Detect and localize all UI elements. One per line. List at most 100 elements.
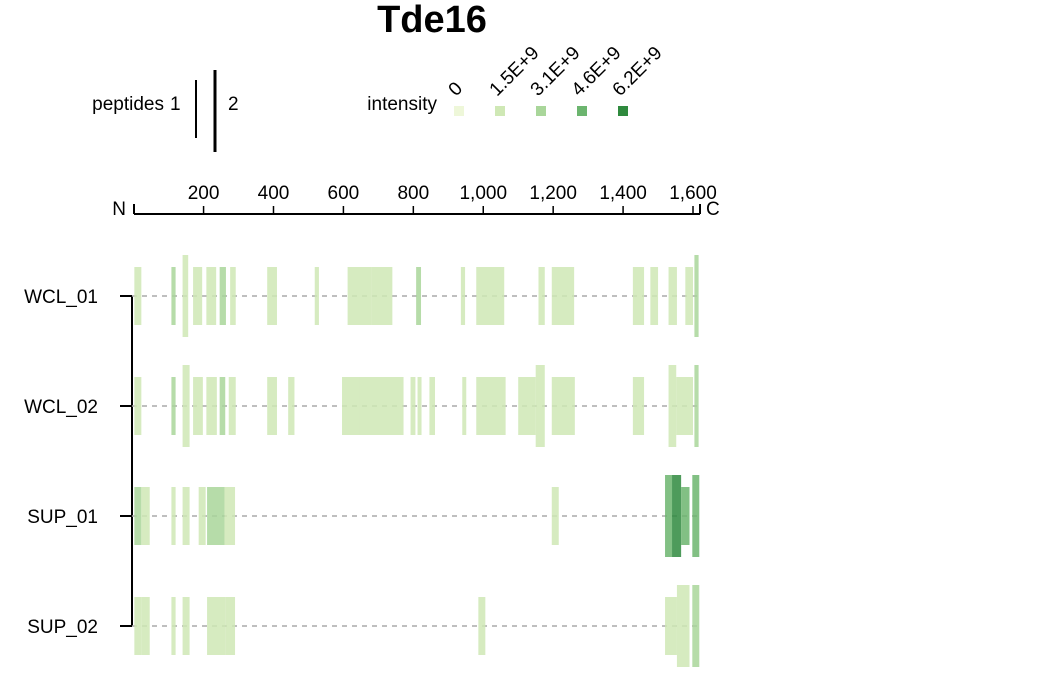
- peptide-bar: [314, 267, 319, 325]
- peptide-bar: [206, 377, 217, 435]
- sample-label: SUP_02: [27, 617, 98, 638]
- peptide-bar: [228, 377, 236, 435]
- peptide-bar: [224, 487, 236, 545]
- peptide-bar: [182, 487, 190, 545]
- axis-tick-label: 1,400: [599, 183, 647, 204]
- peptide-bar: [417, 377, 422, 435]
- axis-tick-label: 1,000: [459, 183, 507, 204]
- peptide-bar: [632, 377, 645, 435]
- axis-c-terminus-label: C: [706, 199, 720, 220]
- peptide-bar: [207, 487, 225, 545]
- peptide-bar: [219, 267, 226, 325]
- intensity-legend-label: intensity: [367, 94, 437, 115]
- sample-label: SUP_01: [27, 507, 98, 528]
- peptide-bar: [665, 475, 673, 557]
- axis-tick-label: 200: [188, 183, 220, 204]
- peptide-bar: [538, 267, 545, 325]
- axis-n-terminus-label: N: [112, 199, 126, 220]
- peptides-legend: peptides 1 2: [92, 70, 239, 152]
- peptide-bar: [692, 475, 700, 557]
- intensity-legend-swatch: [618, 106, 628, 116]
- peptide-bar: [650, 267, 659, 325]
- peptide-bar: [134, 597, 142, 655]
- sample-track: SUP_01: [27, 475, 700, 557]
- sample-label: WCL_02: [24, 397, 98, 418]
- intensity-legend-swatch: [495, 106, 505, 116]
- peptide-bar: [676, 585, 690, 667]
- peptide-bar: [685, 267, 694, 325]
- intensity-legend-swatch: [454, 106, 464, 116]
- axis-tick-label: 1,200: [529, 183, 577, 204]
- peptide-bar: [193, 267, 203, 325]
- peptide-bar: [416, 267, 422, 325]
- peptide-bar: [193, 377, 203, 435]
- sample-track: WCL_02: [24, 365, 700, 447]
- peptide-bar: [230, 267, 236, 325]
- peptide-bar: [141, 487, 150, 545]
- chart-title: Tde16: [377, 0, 487, 41]
- peptide-bar: [182, 365, 190, 447]
- peptide-bar: [134, 377, 142, 435]
- peptides-legend-value-2: 2: [228, 94, 239, 115]
- intensity-legend: intensity 0 1.5E+93.1E+94.6E+96.2E+9: [367, 43, 666, 116]
- intensity-legend-level: 0: [445, 78, 467, 100]
- peptide-bar: [219, 377, 226, 435]
- sample-tracks: WCL_01 WCL_02 SUP_01 SUP_02: [24, 255, 700, 667]
- sample-track: WCL_01: [24, 255, 700, 337]
- peptide-bar: [410, 377, 416, 435]
- peptide-bar: [371, 267, 393, 325]
- peptide-bar: [182, 255, 189, 337]
- peptide-bar: [668, 267, 677, 325]
- peptide-bar: [476, 377, 506, 435]
- peptides-legend-label: peptides: [92, 94, 164, 115]
- peptide-bar: [347, 267, 372, 325]
- peptide-bar: [551, 377, 575, 435]
- peptide-bar: [171, 487, 176, 545]
- peptide-bar: [535, 365, 545, 447]
- intensity-legend-swatch: [536, 106, 546, 116]
- peptide-bar: [632, 267, 645, 325]
- peptide-bar: [171, 267, 176, 325]
- intensity-legend-swatch: [577, 106, 587, 116]
- peptide-bar: [288, 377, 295, 435]
- peptide-bar: [207, 597, 226, 655]
- peptide-bar: [694, 365, 699, 447]
- peptide-bar: [478, 597, 486, 655]
- peptide-bar: [668, 365, 677, 447]
- sample-track: SUP_02: [27, 585, 700, 667]
- peptide-bar: [694, 255, 699, 337]
- peptides-legend-value-1: 1: [170, 94, 181, 115]
- axis-tick-label: 600: [328, 183, 360, 204]
- peptide-bar: [134, 267, 142, 325]
- sequence-axis: N C 200 400 600 800 1,000 1,200 1,400 1,600: [112, 183, 719, 220]
- peptide-bar: [676, 377, 694, 435]
- peptide-bar: [267, 377, 277, 435]
- peptide-bar: [551, 267, 575, 325]
- peptide-bar: [141, 597, 150, 655]
- peptide-bar: [171, 597, 176, 655]
- axis-tick-label: 800: [397, 183, 429, 204]
- peptide-bar: [134, 487, 142, 545]
- axis-tick-label: 400: [258, 183, 290, 204]
- peptide-bar: [225, 597, 236, 655]
- peptide-bar: [171, 377, 176, 435]
- peptide-bar: [681, 487, 690, 545]
- peptide-bar: [460, 267, 466, 325]
- peptide-bar: [692, 585, 700, 667]
- peptide-bar: [476, 267, 505, 325]
- peptide-bar: [429, 377, 436, 435]
- axis-tick-label: 1,600: [669, 183, 717, 204]
- peptide-bar: [267, 267, 277, 325]
- peptide-bar: [342, 377, 360, 435]
- peptide-bar: [182, 597, 190, 655]
- peptide-bar: [518, 377, 536, 435]
- peptide-bar: [665, 597, 677, 655]
- peptide-bar: [206, 267, 217, 325]
- peptide-bar: [551, 487, 559, 545]
- peptide-bar: [672, 475, 682, 557]
- peptide-bar: [198, 487, 206, 545]
- sample-label: WCL_01: [24, 287, 98, 308]
- peptide-bar: [359, 377, 404, 435]
- peptide-bar: [462, 377, 467, 435]
